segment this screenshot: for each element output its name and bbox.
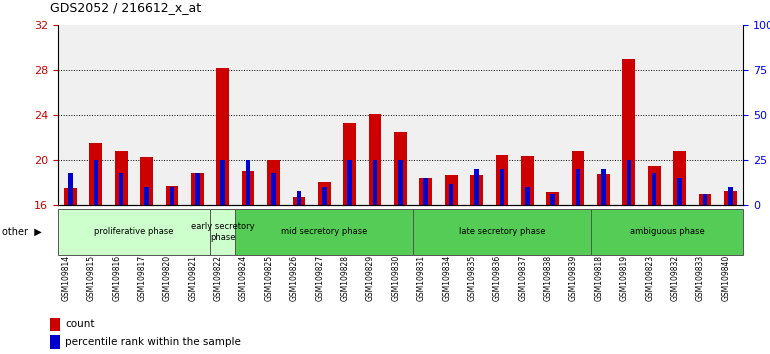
Text: GSM109822: GSM109822	[214, 255, 223, 301]
Bar	[144, 187, 149, 205]
Text: GSM109829: GSM109829	[366, 255, 375, 301]
Bar	[394, 132, 407, 205]
Bar	[703, 194, 708, 205]
Text: GSM109828: GSM109828	[340, 255, 350, 301]
Bar	[576, 169, 581, 205]
FancyBboxPatch shape	[591, 209, 743, 255]
Bar	[547, 192, 559, 205]
Text: GSM109840: GSM109840	[721, 255, 731, 301]
Text: early secretory
phase: early secretory phase	[191, 222, 255, 241]
Text: GSM109817: GSM109817	[138, 255, 146, 301]
Bar	[191, 173, 204, 205]
Bar	[166, 186, 179, 205]
Bar	[293, 198, 305, 205]
Bar	[420, 178, 432, 205]
Bar	[369, 114, 381, 205]
Text: GSM109820: GSM109820	[163, 255, 172, 301]
Text: ambiguous phase: ambiguous phase	[630, 227, 705, 236]
Bar	[622, 59, 635, 205]
Text: GSM109833: GSM109833	[696, 255, 705, 301]
FancyBboxPatch shape	[210, 209, 236, 255]
Text: GSM109827: GSM109827	[315, 255, 324, 301]
Bar	[496, 155, 508, 205]
Bar	[347, 160, 352, 205]
Bar	[673, 151, 686, 205]
Bar	[449, 184, 454, 205]
Text: GSM109835: GSM109835	[467, 255, 477, 301]
Bar	[140, 157, 153, 205]
Bar	[724, 191, 737, 205]
Bar	[93, 160, 98, 205]
Text: GSM109816: GSM109816	[112, 255, 121, 301]
Bar	[373, 160, 377, 205]
Text: GSM109821: GSM109821	[189, 255, 197, 301]
Text: GSM109832: GSM109832	[671, 255, 680, 301]
Text: GSM109830: GSM109830	[391, 255, 400, 301]
Bar	[50, 335, 60, 349]
Bar	[64, 188, 77, 205]
Text: late secretory phase: late secretory phase	[459, 227, 545, 236]
Bar	[271, 173, 276, 205]
Bar	[246, 160, 250, 205]
Bar	[525, 187, 530, 205]
Text: GSM109839: GSM109839	[569, 255, 578, 301]
Text: other  ▶: other ▶	[2, 227, 42, 237]
Bar	[398, 160, 403, 205]
Bar	[242, 171, 254, 205]
Bar	[69, 173, 72, 205]
Text: mid secretory phase: mid secretory phase	[281, 227, 367, 236]
Bar	[445, 175, 457, 205]
FancyBboxPatch shape	[58, 209, 210, 255]
Bar	[500, 169, 504, 205]
Text: GSM109838: GSM109838	[544, 255, 553, 301]
Bar	[627, 160, 631, 205]
Bar	[551, 194, 555, 205]
FancyBboxPatch shape	[236, 209, 413, 255]
Text: GSM109815: GSM109815	[87, 255, 95, 301]
Text: GSM109837: GSM109837	[518, 255, 527, 301]
Text: GSM109819: GSM109819	[620, 255, 629, 301]
Bar	[474, 169, 479, 205]
Text: GSM109823: GSM109823	[645, 255, 654, 301]
Bar	[267, 160, 280, 205]
Bar	[169, 187, 174, 205]
Bar	[728, 187, 732, 205]
Bar	[521, 156, 534, 205]
Bar	[89, 143, 102, 205]
Bar	[296, 191, 301, 205]
Text: GSM109825: GSM109825	[264, 255, 273, 301]
Text: GSM109818: GSM109818	[594, 255, 604, 301]
Bar	[652, 173, 657, 205]
Bar	[424, 178, 428, 205]
Text: GSM109836: GSM109836	[493, 255, 502, 301]
Bar	[343, 123, 356, 205]
Bar	[597, 174, 610, 205]
Bar	[220, 160, 225, 205]
Text: GDS2052 / 216612_x_at: GDS2052 / 216612_x_at	[50, 1, 201, 14]
Bar	[195, 173, 199, 205]
Bar	[50, 318, 60, 331]
Bar	[119, 173, 123, 205]
Bar	[470, 175, 483, 205]
Text: count: count	[65, 319, 95, 329]
Bar	[318, 182, 330, 205]
Bar	[678, 178, 682, 205]
Bar	[216, 68, 229, 205]
Text: proliferative phase: proliferative phase	[94, 227, 174, 236]
Bar	[115, 151, 128, 205]
Text: percentile rank within the sample: percentile rank within the sample	[65, 337, 241, 347]
Bar	[571, 151, 584, 205]
Text: GSM109831: GSM109831	[417, 255, 426, 301]
Bar	[601, 169, 606, 205]
Text: GSM109834: GSM109834	[442, 255, 451, 301]
FancyBboxPatch shape	[413, 209, 591, 255]
Text: GSM109814: GSM109814	[62, 255, 70, 301]
Text: GSM109826: GSM109826	[290, 255, 299, 301]
Bar	[322, 187, 326, 205]
Bar	[648, 166, 661, 205]
Text: GSM109824: GSM109824	[239, 255, 248, 301]
Bar	[698, 194, 711, 205]
